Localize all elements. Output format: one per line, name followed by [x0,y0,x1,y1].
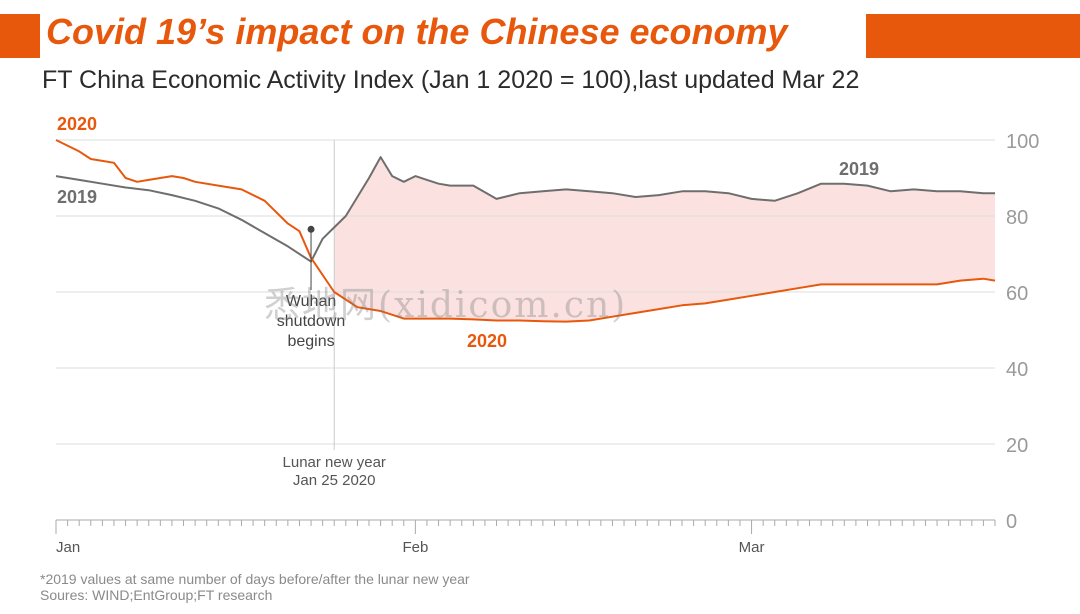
x-tick-label: Jan [56,539,80,556]
series-label-2019-end: 2019 [839,159,879,179]
y-tick-label: 20 [1006,435,1028,457]
y-tick-label: 0 [1006,511,1017,533]
title-banner-left [0,14,40,58]
series-line-2020 [55,139,996,323]
chart-subtitle: FT China Economic Activity Index (Jan 1 … [42,66,860,94]
sources-note: Soures: WIND;EntGroup;FT research [40,587,273,603]
series-label-2019-start: 2019 [57,187,97,207]
lunar-new-year-label: Lunar new year [283,454,386,471]
series-line-2019 [55,156,995,263]
y-tick-label: 60 [1006,283,1028,305]
x-tick-label: Feb [402,539,428,556]
wuhan-annotation-dot [307,225,315,233]
x-tick-label: Mar [739,539,765,556]
y-tick-label: 100 [1006,131,1039,153]
wuhan-annotation-label: begins [287,333,334,350]
chart-title: Covid 19’s impact on the Chinese economy [46,11,788,52]
y-tick-label: 80 [1006,207,1028,229]
y-tick-label: 40 [1006,359,1028,381]
wuhan-annotation-label: shutdown [277,313,346,330]
lunar-new-year-label: Jan 25 2020 [293,472,376,489]
series-label-2020-start: 2020 [57,114,97,134]
footnote: *2019 values at same number of days befo… [40,571,470,587]
watermark: 悉地网(xidicom.cn) [264,285,628,326]
wuhan-annotation-label: Wuhan [286,293,336,310]
title-banner-right [866,14,1080,58]
series-label-2020-end: 2020 [467,331,507,351]
